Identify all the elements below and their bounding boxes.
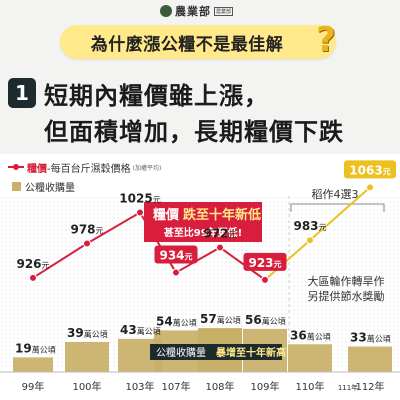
area-bar-value: 36萬公頃 xyxy=(290,328,331,342)
price-value: 934元 xyxy=(159,249,192,263)
area-bar-value: 43萬公頃 xyxy=(120,323,161,337)
price-label-box xyxy=(243,252,287,271)
x-tick-label: 111年 xyxy=(338,383,358,392)
price-point xyxy=(83,239,91,248)
section-heading-line2: 但面積增加，長期糧價下跌 xyxy=(44,118,344,146)
emblem-icon xyxy=(160,5,172,17)
price-low-line1-a: 糧價 xyxy=(153,207,180,223)
section-heading-line1: 短期內糧價雖上漲， xyxy=(44,82,269,110)
x-tick-label: 100年 xyxy=(72,380,101,393)
x-tick-label: 110年 xyxy=(295,380,324,393)
price-line-segment xyxy=(175,246,221,274)
area-high-a: 公糧收購量 xyxy=(156,346,206,359)
section-number: 1 xyxy=(8,78,36,108)
price-point xyxy=(366,183,374,192)
area-bar-value: 57萬公頃 xyxy=(200,312,241,326)
legend-price: 糧價 -每百台斤濕穀價格 (加權平均) xyxy=(8,160,161,175)
org-badge: 農業部 xyxy=(214,6,234,16)
area-bar-value: 33萬公頃 xyxy=(350,331,391,345)
rice-policy-label: 稻作4選3 xyxy=(312,188,359,201)
price-point xyxy=(216,243,224,252)
legend-bar-icon xyxy=(12,181,21,191)
x-tick-label: 112年 xyxy=(355,380,384,393)
price-low-callout: 糧價 跌至十年新低 甚至比99年更低! xyxy=(144,202,262,242)
price-value: 983元 xyxy=(293,219,326,233)
policy-bracket xyxy=(290,203,385,212)
price-value: 972元 xyxy=(203,226,236,240)
x-tick-label: 108年 xyxy=(205,380,234,393)
x-tick-label: 99年 xyxy=(22,380,45,393)
org-logo: 農業部 農業部 xyxy=(160,3,240,19)
x-tick-label: 109年 xyxy=(250,380,279,393)
area-bar xyxy=(288,344,332,372)
page-title: 為什麼漲公糧不是最佳解 xyxy=(90,34,284,55)
price-line-segment xyxy=(86,211,141,245)
price-label-box xyxy=(154,245,198,264)
x-tick-label: 107年 xyxy=(161,380,190,393)
x-tick-label: 103年 xyxy=(125,380,154,393)
area-high-callout: 公糧收購量 暴增至十年新高 xyxy=(150,344,286,360)
price-low-line1-b: 跌至十年新低 xyxy=(183,207,261,223)
price-value: 1025元 xyxy=(119,192,160,206)
price-value: 923元 xyxy=(248,256,281,270)
area-bars xyxy=(13,328,392,372)
area-bar xyxy=(65,341,109,372)
price-point xyxy=(261,275,269,284)
price-label-box xyxy=(344,160,396,179)
price-value: 1063元 xyxy=(349,163,390,177)
legend-price-line-icon xyxy=(8,164,24,170)
price-low-line2: 甚至比99年更低! xyxy=(164,226,242,239)
price-value: 978元 xyxy=(70,223,103,237)
price-line-segment xyxy=(264,239,311,281)
price-line-segment xyxy=(32,242,88,279)
price-labels: 926元 978元 1025元 934元 972元 923元 983元 1063元 xyxy=(16,160,396,271)
price-line-segment xyxy=(219,246,266,281)
east-district-line1: 大區輪作轉旱作 xyxy=(308,274,385,288)
title-banner: 為什麼漲公糧不是最佳解 xyxy=(60,25,336,59)
price-line-segment xyxy=(309,186,371,241)
area-bar-value: 56萬公頃 xyxy=(245,313,286,327)
price-point xyxy=(172,268,180,277)
east-district-line2: 另提供節水獎勵 xyxy=(308,289,385,303)
org-name: 農業部 xyxy=(175,5,211,18)
price-point xyxy=(136,208,144,217)
area-high-b: 暴增至十年新高 xyxy=(215,346,286,359)
area-bar-value: 19萬公頃 xyxy=(15,341,56,355)
price-value: 926元 xyxy=(16,257,49,271)
question-mark: ? xyxy=(316,20,336,60)
area-bar xyxy=(13,357,53,372)
price-point xyxy=(29,273,37,282)
area-bar-value: 39萬公頃 xyxy=(67,326,108,340)
price-point xyxy=(306,236,314,245)
area-bar-value: 54萬公頃 xyxy=(156,314,197,328)
legend-area: 公糧收購量 xyxy=(12,179,75,194)
area-bar xyxy=(348,346,392,372)
